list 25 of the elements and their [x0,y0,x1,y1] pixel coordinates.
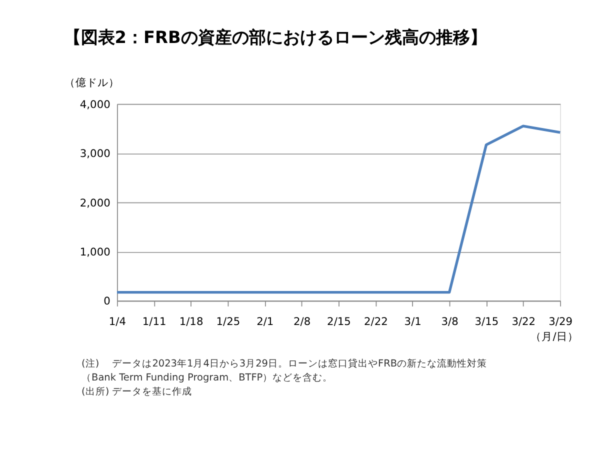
x-tick-label: 1/25 [216,315,240,328]
x-tick-label: 1/18 [179,315,204,328]
x-tick-label: 3/22 [512,315,536,328]
x-tick-label: 2/15 [327,315,351,328]
x-axis-title: （月/日） [530,330,578,344]
x-tick-label: 2/8 [294,315,311,328]
y-tick-label: 3,000 [80,147,111,160]
text: （Bank Term Funding Program、BTFP）などを含む。 [82,371,333,384]
y-tick-label: 0 [104,294,111,308]
x-tick-label: 2/1 [256,315,274,328]
y-axis-title: （億ドル） [64,76,120,89]
text: (出所) データを基に作成 [82,386,192,398]
x-tick-label: 3/29 [548,315,573,328]
chart-title: 【図表2：FRBの資産の部におけるローン残高の推移】 [64,26,487,47]
x-tick-label: 1/4 [108,315,126,328]
y-tick-label: 4,000 [80,98,111,111]
x-tick-label: 2/22 [364,315,388,328]
y-tick-label: 2,000 [80,196,111,210]
line-series [116,124,562,294]
text: (注) データは2023年1月4日から3月29日。ローンは窓口貸出やFRBの新たな流動性対策 [82,357,488,370]
y-tick-label: 1,000 [80,245,111,258]
x-tick-label: 3/1 [404,315,422,328]
x-tick-label: 3/15 [474,315,499,328]
x-tick-label: 3/8 [441,315,459,328]
x-tick-label: 1/11 [142,315,166,328]
